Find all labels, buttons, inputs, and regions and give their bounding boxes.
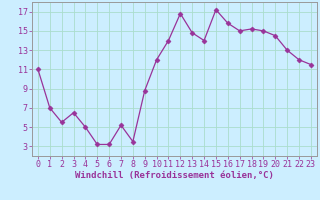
X-axis label: Windchill (Refroidissement éolien,°C): Windchill (Refroidissement éolien,°C) [75,171,274,180]
